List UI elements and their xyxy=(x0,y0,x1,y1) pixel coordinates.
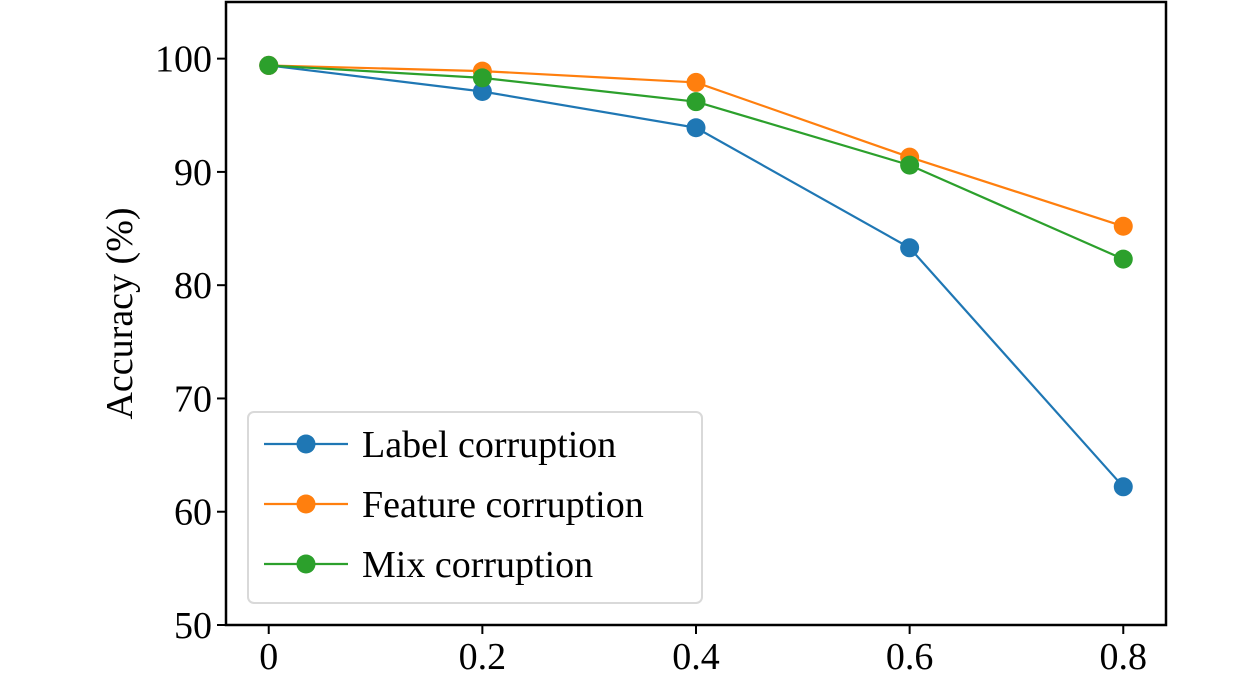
x-tick-label: 0 xyxy=(259,636,278,678)
data-point xyxy=(686,72,706,92)
y-tick-label: 70 xyxy=(174,378,212,420)
legend-marker xyxy=(296,434,316,454)
data-point xyxy=(472,81,492,101)
legend-item: Label corruption xyxy=(264,424,616,466)
legend-item: Mix corruption xyxy=(264,544,593,586)
y-tick-label: 50 xyxy=(174,605,212,647)
legend-marker xyxy=(296,554,316,574)
legend-label: Feature corruption xyxy=(362,484,644,526)
x-tick-label: 0.6 xyxy=(886,636,934,678)
y-axis: 50 60 70 80 90 100 xyxy=(155,39,226,647)
series-layer xyxy=(259,55,1133,497)
legend: Label corruption Feature corruption Mix co… xyxy=(247,411,703,604)
data-point xyxy=(259,55,279,75)
legend-marker xyxy=(296,494,316,514)
data-point xyxy=(900,155,920,175)
data-point xyxy=(686,118,706,138)
legend-item: Feature corruption xyxy=(264,484,644,526)
series-feature-corruption xyxy=(259,55,1133,236)
y-tick-label: 90 xyxy=(174,152,212,194)
y-tick-label: 60 xyxy=(174,492,212,534)
legend-label: Mix corruption xyxy=(362,544,593,586)
legend-label: Label corruption xyxy=(362,424,616,466)
y-tick-label: 80 xyxy=(174,265,212,307)
data-point xyxy=(1113,477,1133,497)
y-axis-title: Accuracy (%) xyxy=(99,207,141,419)
data-point xyxy=(472,68,492,88)
series-mix-corruption xyxy=(259,55,1133,269)
data-point xyxy=(1113,249,1133,269)
x-axis: 0 0.2 0.4 0.6 0.8 xyxy=(259,625,1147,678)
y-tick-label: 100 xyxy=(155,39,212,81)
x-tick-label: 0.2 xyxy=(459,636,507,678)
x-tick-label: 0.4 xyxy=(672,636,720,678)
x-tick-label: 0.8 xyxy=(1100,636,1148,678)
data-point xyxy=(686,92,706,112)
data-point xyxy=(1113,216,1133,236)
data-point xyxy=(900,238,920,258)
legend-box xyxy=(247,411,703,604)
